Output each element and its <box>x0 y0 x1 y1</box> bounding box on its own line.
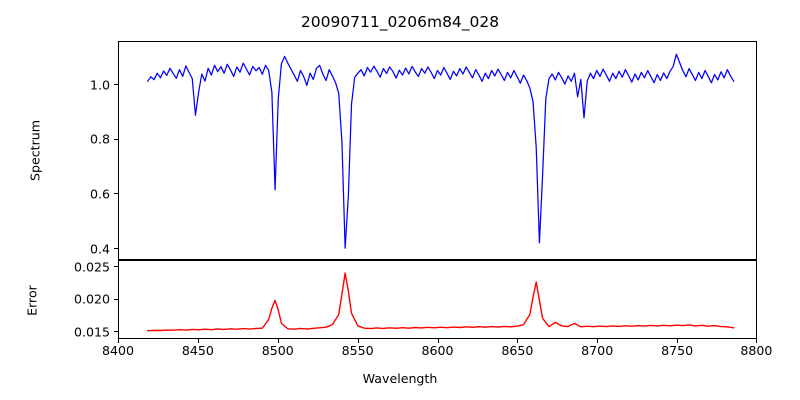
xtick-label-6: 8700 <box>581 343 614 358</box>
spectrum-axis-label: Spectrum <box>27 119 43 182</box>
ytick-label-error-1: 0.020 <box>73 291 110 307</box>
xtick-label-8: 8800 <box>740 343 773 358</box>
ytick-mark-error-0 <box>114 331 118 333</box>
xtick-mark-1 <box>197 339 199 343</box>
ytick-mark-spectrum-3 <box>114 84 118 86</box>
ytick-label-spectrum-2: 0.8 <box>89 131 110 147</box>
xtick-label-1: 8450 <box>181 343 214 358</box>
xtick-mark-2 <box>277 339 279 343</box>
ytick-mark-spectrum-1 <box>114 193 118 195</box>
ytick-label-error-2: 0.025 <box>73 259 110 274</box>
xtick-label-4: 8600 <box>421 343 454 358</box>
ytick-mark-error-1 <box>114 298 118 300</box>
ytick-label-error-0: 0.015 <box>73 324 110 340</box>
xtick-mark-6 <box>597 339 599 343</box>
xtick-label-2: 8500 <box>261 343 294 358</box>
xtick-mark-7 <box>677 339 679 343</box>
xtick-mark-4 <box>437 339 439 343</box>
xtick-label-5: 8650 <box>501 343 534 358</box>
xtick-mark-8 <box>756 339 758 343</box>
ytick-label-spectrum-0: 0.4 <box>89 241 110 257</box>
error-plot-area <box>118 260 757 339</box>
ytick-mark-spectrum-0 <box>114 248 118 250</box>
ytick-mark-error-2 <box>114 266 118 268</box>
error-line-series <box>119 261 756 338</box>
ytick-label-spectrum-1: 0.6 <box>89 186 110 202</box>
xtick-mark-5 <box>517 339 519 343</box>
xtick-label-3: 8550 <box>341 343 374 358</box>
spectrum-plot-area <box>118 41 757 260</box>
ytick-mark-spectrum-2 <box>114 138 118 140</box>
xtick-mark-3 <box>357 339 359 343</box>
wavelength-axis-label: Wavelength <box>362 371 438 386</box>
error-axis-label: Error <box>24 285 40 316</box>
ytick-label-spectrum-3: 1.0 <box>89 77 110 92</box>
chart-title: 20090711_0206m84_028 <box>300 13 500 31</box>
xtick-mark-0 <box>118 339 120 343</box>
xtick-label-0: 8400 <box>101 343 135 358</box>
spectrum-line-series <box>119 42 756 259</box>
xtick-label-7: 8750 <box>661 343 694 358</box>
